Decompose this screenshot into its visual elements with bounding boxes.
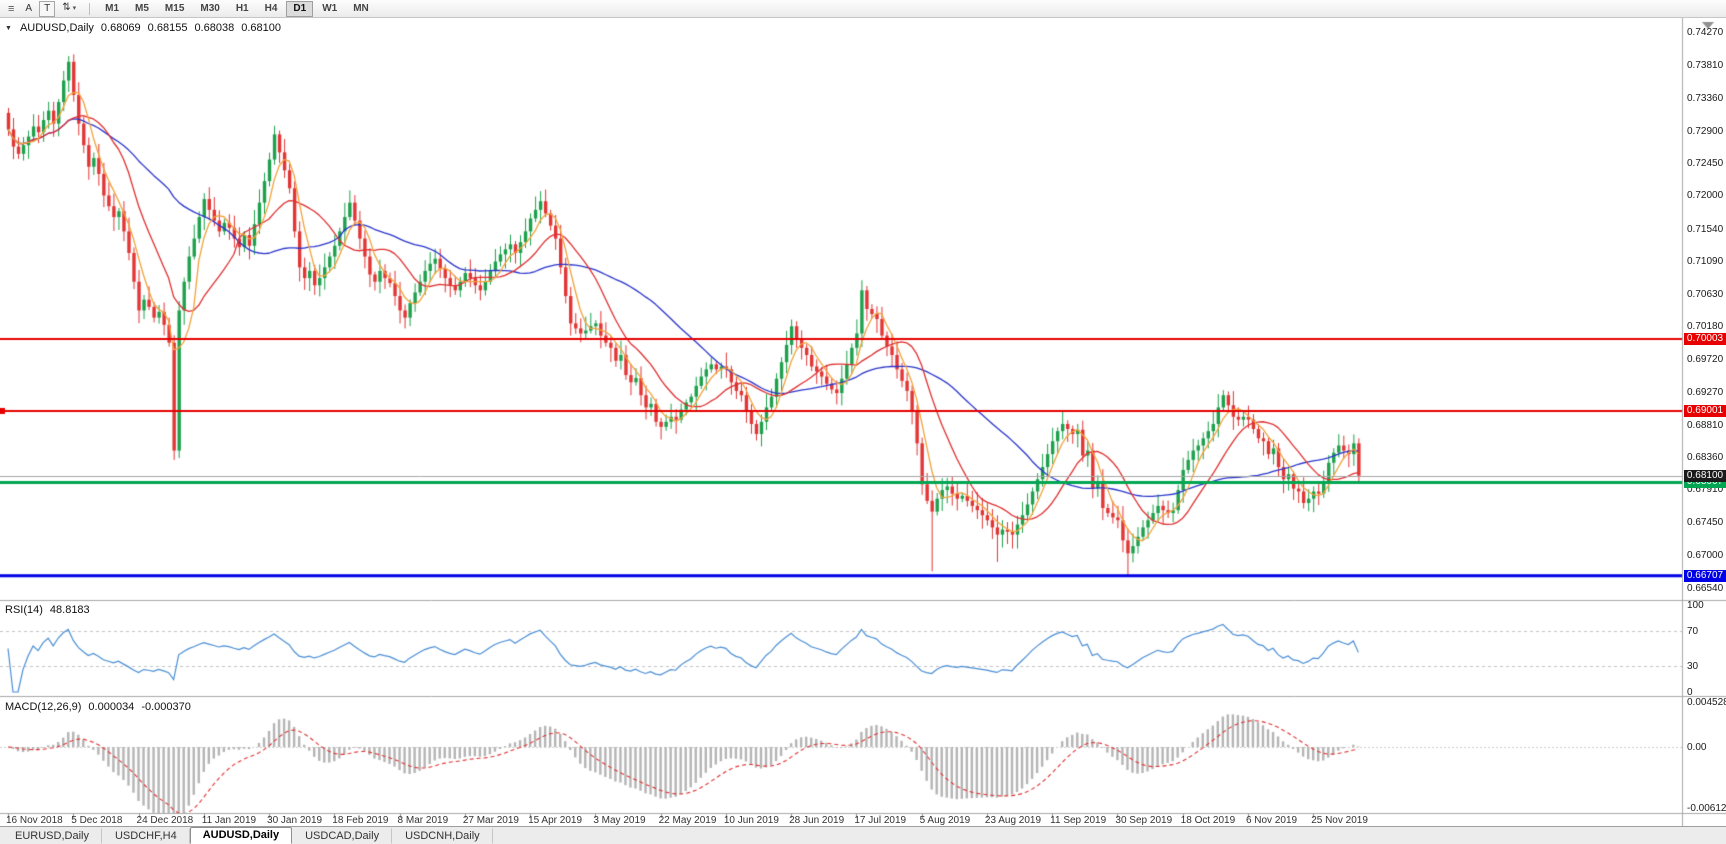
crosshair-tool-button[interactable]: ⇅ ▾ xyxy=(57,0,81,17)
expand-triangle-icon[interactable]: ▼ xyxy=(5,24,12,32)
chart-close-value: 0.68100 xyxy=(241,22,281,34)
macd-signal-value: -0.000370 xyxy=(141,701,191,713)
timeframe-m5-button[interactable]: M5 xyxy=(128,1,156,17)
tab-usdcad-daily[interactable]: USDCAD,Daily xyxy=(292,828,393,844)
toolbar-separator xyxy=(89,2,91,15)
tab-usdcnh-daily[interactable]: USDCNH,Daily xyxy=(392,828,493,844)
chart-header: ▼ AUDUSD,Daily 0.68069 0.68155 0.68038 0… xyxy=(5,22,281,34)
text-tool-button[interactable]: T xyxy=(39,0,56,17)
rsi-current-value: 48.8183 xyxy=(49,604,90,616)
rsi-indicator-name: RSI(14) xyxy=(5,604,43,616)
dropdown-caret-icon: ▾ xyxy=(72,5,77,12)
chart-tab-bar: EURUSD,Daily USDCHF,H4 AUDUSD,Daily USDC… xyxy=(0,826,1726,844)
chart-open-value: 0.68069 xyxy=(100,22,141,34)
timeframe-m1-button[interactable]: M1 xyxy=(98,1,126,17)
chart-window: ▼ AUDUSD,Daily 0.68069 0.68155 0.68038 0… xyxy=(0,18,1726,826)
tab-usdchf-h4[interactable]: USDCHF,H4 xyxy=(102,828,190,844)
macd-header: MACD(12,26,9) 0.000034 -0.000370 xyxy=(5,701,191,713)
tab-audusd-daily[interactable]: AUDUSD,Daily xyxy=(189,827,293,844)
timeframe-d1-button[interactable]: D1 xyxy=(286,0,314,17)
pointer-tool-button[interactable]: A xyxy=(25,2,33,14)
timeframe-h4-button[interactable]: H4 xyxy=(258,1,285,17)
chart-symbol-period: AUDUSD,Daily xyxy=(19,22,94,34)
macd-main-value: 0.000034 xyxy=(88,701,135,713)
crosshair-icon: ⇅ xyxy=(62,2,71,13)
toolbar: ≡ A T ⇅ ▾ M1 M5 M15 M30 H1 H4 D1 W1 MN xyxy=(0,0,1726,18)
macd-indicator-name: MACD(12,26,9) xyxy=(5,701,82,713)
timeframe-w1-button[interactable]: W1 xyxy=(315,1,344,17)
chart-canvas[interactable] xyxy=(0,18,1726,826)
tab-eurusd-daily[interactable]: EURUSD,Daily xyxy=(2,828,102,844)
menu-icon[interactable]: ≡ xyxy=(8,2,15,15)
rsi-header: RSI(14) 48.8183 xyxy=(5,604,90,616)
timeframe-h1-button[interactable]: H1 xyxy=(229,1,256,17)
chart-low-value: 0.68038 xyxy=(194,22,235,34)
timeframe-m30-button[interactable]: M30 xyxy=(193,1,226,17)
chart-high-value: 0.68155 xyxy=(147,22,188,34)
timeframe-mn-button[interactable]: MN xyxy=(346,1,376,17)
timeframe-m15-button[interactable]: M15 xyxy=(158,1,191,17)
